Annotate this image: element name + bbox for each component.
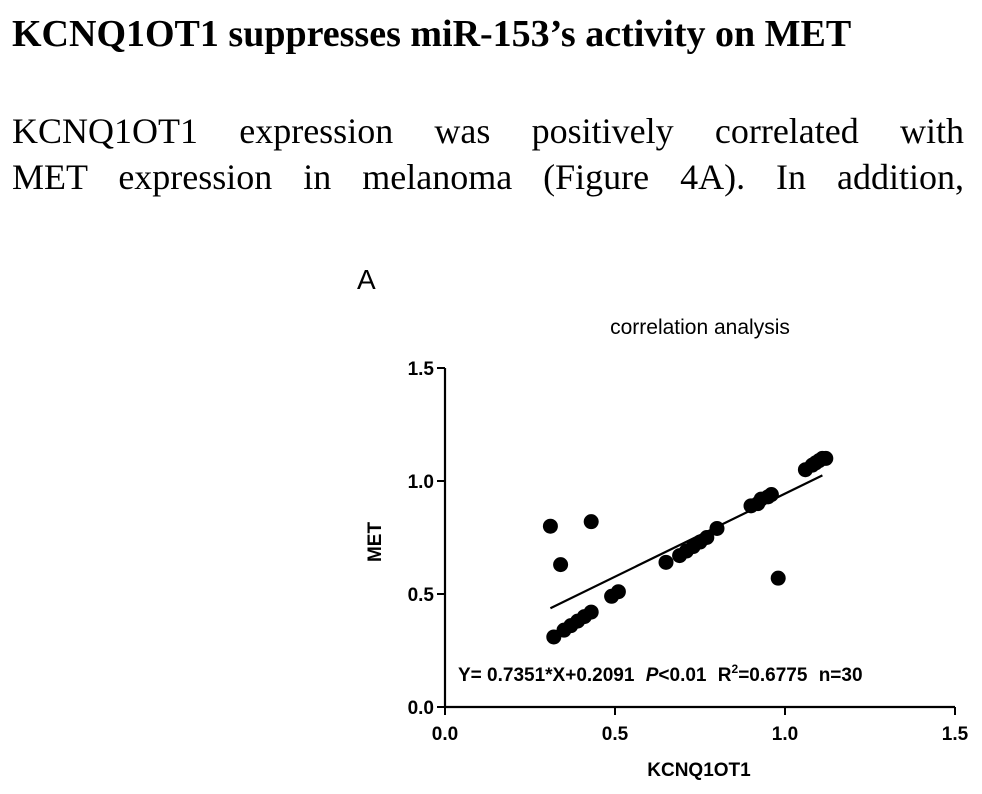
y-tick-label: 0.0 xyxy=(408,698,434,719)
p-symbol: P xyxy=(646,665,659,686)
y-tick-label: 1.0 xyxy=(408,472,434,493)
r2-symbol: R xyxy=(718,665,732,686)
regression-annotation: Y= 0.7351*X+0.2091 P<0.01 R2=0.6775 n=30 xyxy=(458,662,863,686)
body-paragraph: KCNQ1OT1 expression was positively corre… xyxy=(12,108,964,200)
x-tick-label: 0.0 xyxy=(432,724,458,745)
data-point xyxy=(763,487,779,503)
y-tick-label: 1.5 xyxy=(408,359,435,380)
data-point xyxy=(658,554,674,570)
paragraph-line-2: MET expression in melanoma (Figure 4A). … xyxy=(12,157,964,197)
scatter-points xyxy=(542,450,834,645)
data-point xyxy=(709,520,725,536)
chart-axes: 0.0 0.5 1.0 1.5 0.0 0.5 1.0 1.5 xyxy=(408,359,969,745)
n-text: n=30 xyxy=(819,665,863,686)
section-heading: KCNQ1OT1 suppresses miR-153’s activity o… xyxy=(12,13,852,55)
p-value-text: <0.01 xyxy=(658,665,707,686)
x-tick-label: 1.5 xyxy=(942,724,969,745)
y-tick-label: 0.5 xyxy=(408,585,435,606)
equation-text: Y= 0.7351*X+0.2091 xyxy=(458,665,635,686)
chart-title: correlation analysis xyxy=(610,316,790,339)
data-point xyxy=(818,450,834,466)
data-point xyxy=(610,584,626,600)
data-point xyxy=(542,518,558,534)
paragraph-line-1: KCNQ1OT1 expression was positively corre… xyxy=(12,111,964,151)
regression-line xyxy=(549,474,823,610)
data-point xyxy=(583,604,599,620)
data-point xyxy=(699,530,715,545)
data-point xyxy=(553,557,569,573)
r2-value-text: =0.6775 xyxy=(738,665,808,686)
x-tick-label: 1.0 xyxy=(772,724,798,745)
data-point xyxy=(770,570,786,586)
panel-label: A xyxy=(357,264,376,295)
y-axis-label: MET xyxy=(365,522,386,563)
data-point xyxy=(583,514,599,530)
x-axis-label: KCNQ1OT1 xyxy=(647,760,751,781)
x-tick-label: 0.5 xyxy=(602,724,629,745)
r2-superscript: 2 xyxy=(732,662,739,676)
